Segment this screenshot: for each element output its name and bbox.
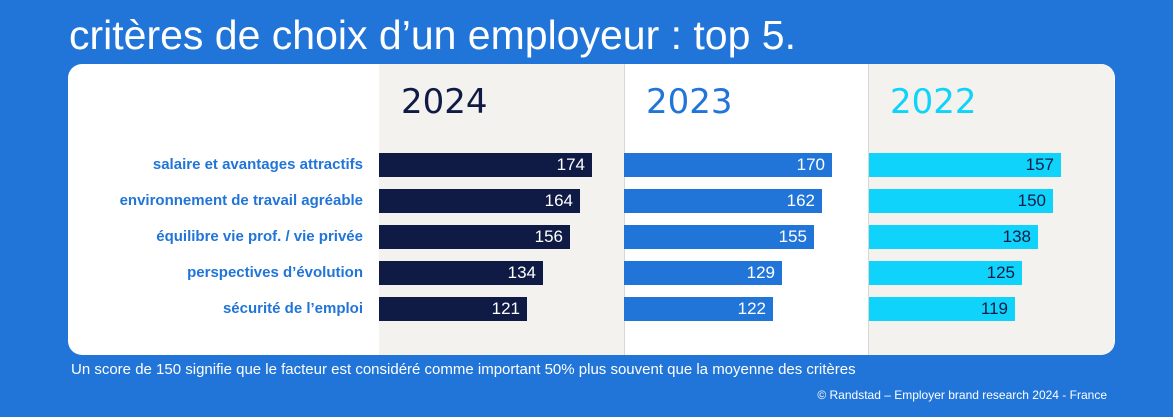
bar-value-label: 170 [796, 155, 825, 174]
bar-2024: 174 [379, 153, 592, 177]
bar-value-label: 174 [556, 155, 585, 174]
bar-value-label: 164 [544, 191, 573, 210]
bar-2023: 122 [624, 297, 773, 321]
bar-2024: 156 [379, 225, 570, 249]
footnote: Un score de 150 signifie que le facteur … [71, 361, 856, 378]
column-divider [868, 64, 869, 355]
chart-title: critères de choix d’un employeur : top 5… [69, 12, 796, 58]
bar-value-label: 134 [507, 263, 536, 282]
year-heading-2024: 2024 [401, 82, 488, 122]
bar-2023: 155 [624, 225, 814, 249]
category-label: environnement de travail agréable [119, 192, 363, 209]
bar-value-label: 129 [746, 263, 775, 282]
chart-card: 2024 2023 2022 salaire et avantages attract… [68, 64, 1115, 355]
bar-2024: 134 [379, 261, 543, 285]
bar-value-label: 119 [980, 299, 1008, 318]
bar-value-label: 157 [1025, 155, 1054, 174]
bar-2022: 125 [869, 261, 1022, 285]
category-label: salaire et avantages attractifs [152, 156, 363, 173]
bar-value-label: 155 [778, 227, 807, 246]
bar-2022: 150 [869, 189, 1053, 213]
source-credit: © Randstad – Employer brand research 202… [817, 388, 1107, 402]
bar-2023: 162 [624, 189, 822, 213]
bar-value-label: 138 [1002, 227, 1031, 246]
bar-2023: 170 [624, 153, 832, 177]
year-heading-2022: 2022 [890, 82, 977, 122]
bar-2022: 157 [869, 153, 1061, 177]
category-label: équilibre vie prof. / vie privée [156, 228, 363, 245]
category-label: sécurité de l’emploi [222, 300, 363, 317]
bar-2023: 129 [624, 261, 782, 285]
bar-2024: 121 [379, 297, 527, 321]
bar-2022: 119 [869, 297, 1015, 321]
bar-value-label: 156 [534, 227, 563, 246]
bar-value-label: 150 [1017, 191, 1046, 210]
bar-2022: 138 [869, 225, 1038, 249]
bar-value-label: 121 [491, 299, 520, 318]
year-heading-2023: 2023 [646, 82, 733, 122]
bar-2024: 164 [379, 189, 580, 213]
bar-value-label: 122 [737, 299, 766, 318]
bar-value-label: 162 [786, 191, 815, 210]
bar-value-label: 125 [986, 263, 1015, 282]
category-label: perspectives d’évolution [187, 264, 363, 281]
